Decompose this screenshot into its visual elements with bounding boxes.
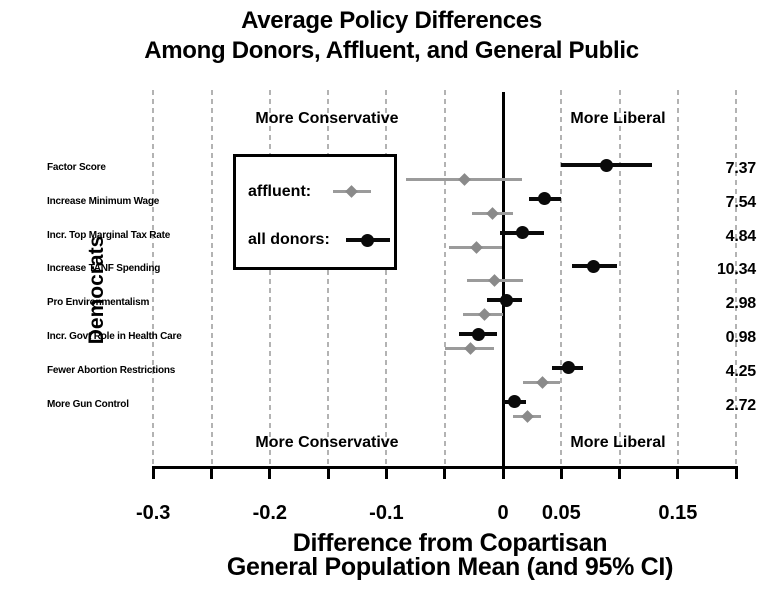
right-value: 4.84: [725, 227, 757, 245]
gridline: [735, 90, 738, 466]
x-axis-line: [151, 466, 738, 469]
gridline: [443, 90, 446, 466]
axis-tick: [384, 466, 388, 479]
axis-tick: [501, 466, 505, 479]
affluent-point: [477, 308, 491, 322]
affluent-point: [458, 173, 471, 186]
affluent-point: [486, 206, 499, 220]
direction-label-bottom-conservative: More Conservative: [255, 434, 399, 451]
donors-point: [499, 293, 513, 307]
policy-label: Pro Environmentalism: [47, 297, 150, 309]
legend-affluent-label: affluent:: [248, 183, 312, 200]
y-axis-group-label: Democrats: [85, 235, 108, 345]
affluent-point: [488, 274, 502, 288]
right-value: 2.98: [725, 295, 757, 313]
legend-box: affluent: all donors:: [233, 154, 397, 270]
direction-label-top-liberal: More Liberal: [570, 110, 666, 127]
axis-tick: [326, 466, 330, 479]
donors-point: [516, 226, 530, 240]
gridline: [618, 90, 621, 466]
policy-label: Incr. Top Marginal Tax Rate: [47, 229, 171, 241]
gridline: [268, 90, 271, 466]
chart-title-line1: Average Policy Differences: [241, 7, 542, 34]
right-value: 0.98: [725, 329, 757, 346]
axis-tick: [210, 466, 213, 479]
gridline: [210, 90, 213, 466]
affluent-point: [469, 240, 483, 254]
right-value: 2.72: [725, 396, 757, 414]
right-value: 10.34: [716, 261, 756, 279]
donors-point: [508, 395, 522, 409]
axis-tick: [151, 466, 155, 479]
axis-tick: [676, 466, 680, 479]
policy-label: Incr. Govt Role in Health Care: [47, 331, 182, 342]
legend-donors-label: all donors:: [248, 231, 330, 248]
direction-label-top-conservative: More Conservative: [255, 110, 399, 127]
gridline: [676, 90, 679, 466]
policy-label: Increase Minimum Wage: [47, 195, 160, 207]
policy-label: Increase TANF Spending: [47, 263, 161, 275]
axis-tick-label: -0.1: [369, 502, 404, 524]
x-axis-caption-line1: Difference from Copartisan: [292, 529, 608, 557]
gridline: [385, 90, 388, 466]
zero-reference-line: [501, 92, 505, 466]
axis-tick: [734, 466, 738, 479]
donors-point: [472, 327, 485, 341]
x-axis-caption-line2: General Population Mean (and 95% CI): [226, 553, 674, 581]
axis-tick: [443, 466, 447, 479]
axis-tick-label: 0.15: [658, 502, 698, 524]
legend-donors-dot-icon: [361, 234, 374, 247]
gridline: [560, 90, 563, 466]
right-value: 4.25: [725, 362, 757, 380]
axis-tick: [618, 466, 622, 479]
legend-affluent-diamond-icon: [345, 185, 358, 198]
axis-tick-label: 0: [497, 502, 509, 524]
donors-point: [587, 259, 601, 273]
donors-point: [600, 158, 614, 172]
affluent-point: [463, 342, 477, 355]
policy-label: More Gun Control: [47, 398, 129, 410]
donors-point: [538, 192, 552, 206]
affluent-point: [521, 409, 534, 423]
x-axis-caption: Difference from Copartisan General Popul…: [120, 529, 780, 581]
donors-point: [561, 361, 575, 375]
axis-tick-label: -0.2: [252, 502, 288, 524]
gridline: [327, 90, 330, 466]
axis-tick-label: 0.05: [541, 502, 581, 524]
chart-title-line2: Among Donors, Affluent, and General Publ…: [144, 37, 639, 64]
gridline: [152, 90, 155, 466]
policy-label: Factor Score: [47, 162, 106, 173]
chart-title: Average Policy Differences Among Donors,…: [0, 6, 783, 66]
affluent-point: [536, 375, 550, 389]
right-value: 7.37: [725, 160, 757, 177]
policy-label: Fewer Abortion Restrictions: [47, 364, 176, 376]
axis-tick-label: -0.3: [135, 502, 171, 524]
axis-tick: [268, 466, 272, 479]
direction-label-bottom-liberal: More Liberal: [570, 434, 666, 451]
axis-tick: [559, 466, 563, 479]
right-value: 7.54: [725, 193, 757, 211]
